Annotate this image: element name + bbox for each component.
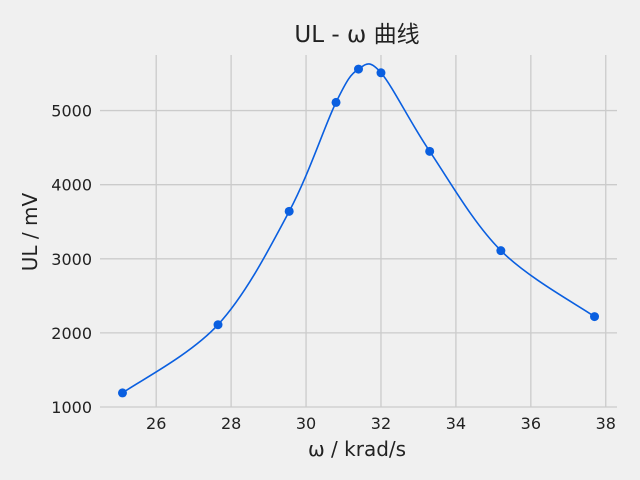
data-point bbox=[284, 206, 294, 216]
data-point bbox=[354, 64, 363, 74]
x-tick-label: 26 bbox=[146, 414, 166, 433]
grid bbox=[100, 55, 617, 408]
data-points bbox=[117, 64, 600, 398]
data-point bbox=[376, 68, 386, 78]
data-point bbox=[496, 246, 506, 256]
x-axis-label: ω / krad/s bbox=[308, 437, 406, 461]
data-point bbox=[590, 312, 600, 322]
x-tick-label: 34 bbox=[446, 414, 466, 433]
x-tick-label: 38 bbox=[596, 414, 616, 433]
x-tick-labels: 26 28 30 32 34 36 38 bbox=[146, 414, 616, 433]
y-tick-label: 4000 bbox=[51, 176, 92, 195]
y-tick-label: 3000 bbox=[51, 250, 92, 269]
chart-title: UL - ω 曲线 bbox=[294, 22, 419, 48]
x-tick-label: 36 bbox=[521, 414, 541, 433]
data-point bbox=[425, 146, 435, 156]
y-tick-label: 1000 bbox=[51, 398, 92, 417]
series-line bbox=[122, 63, 595, 394]
data-point bbox=[117, 388, 127, 398]
y-tick-label: 5000 bbox=[51, 102, 92, 121]
x-tick-label: 30 bbox=[296, 414, 316, 433]
y-tick-label: 2000 bbox=[51, 324, 92, 343]
y-axis-label: UL / mV bbox=[18, 192, 42, 271]
x-tick-label: 32 bbox=[371, 414, 391, 433]
data-point bbox=[213, 320, 223, 330]
y-tick-labels: 1000 2000 3000 4000 5000 bbox=[51, 102, 92, 417]
data-point bbox=[331, 97, 341, 107]
x-tick-label: 28 bbox=[221, 414, 241, 433]
